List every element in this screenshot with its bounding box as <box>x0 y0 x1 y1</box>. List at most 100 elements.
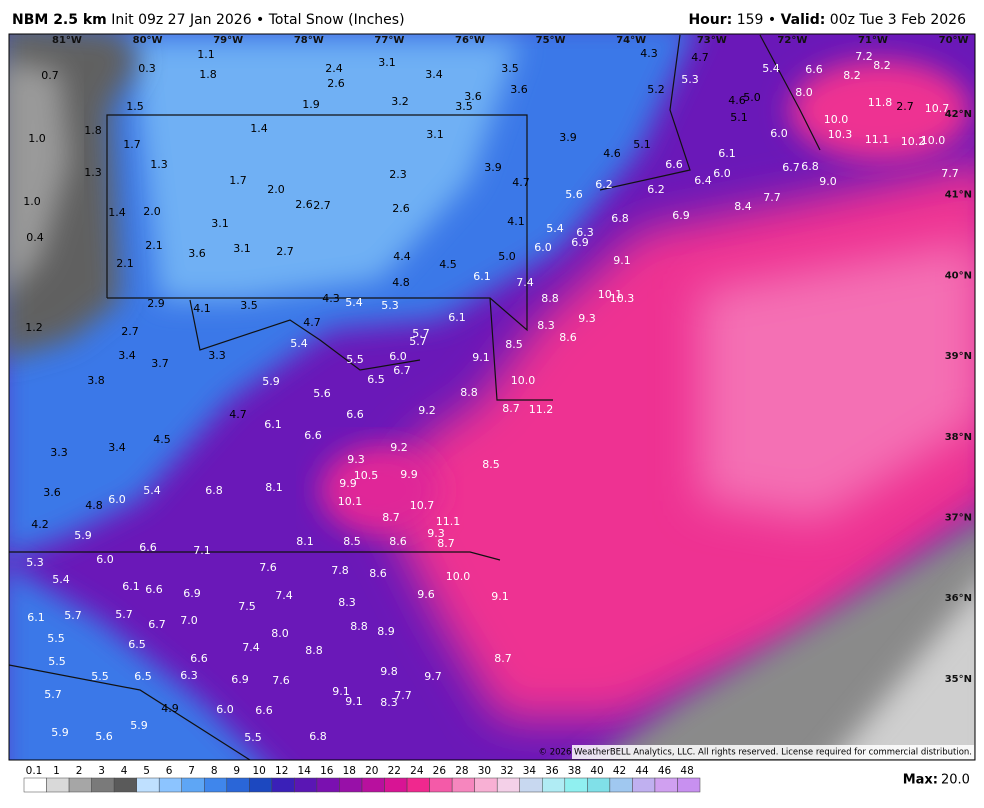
snow-label: 8.5 <box>482 458 500 471</box>
colorbar-swatch <box>542 777 566 793</box>
latitude-label: 39°N <box>945 351 972 362</box>
snow-label: 1.1 <box>197 48 215 61</box>
snow-label: 9.9 <box>339 477 357 490</box>
hour-label: Hour: <box>688 12 733 28</box>
snow-label: 6.9 <box>571 236 589 249</box>
colorbar-swatch <box>609 777 633 793</box>
colorbar-label: 38 <box>568 765 581 777</box>
snow-label: 9.8 <box>380 665 398 678</box>
snow-label: 10.0 <box>824 113 849 126</box>
snow-label: 8.0 <box>795 86 813 99</box>
snow-label: 8.7 <box>382 511 400 524</box>
colorbar-label: 28 <box>455 765 468 777</box>
longitude-label: 70°W <box>939 35 969 46</box>
snow-label: 10.0 <box>446 570 471 583</box>
snow-label: 1.8 <box>199 68 217 81</box>
snow-label: 4.5 <box>439 258 457 271</box>
snow-label: 3.4 <box>108 441 126 454</box>
snow-label: 5.5 <box>346 353 364 366</box>
snow-label: 6.6 <box>139 541 157 554</box>
snow-label: 6.6 <box>665 158 683 171</box>
description: Init 09z 27 Jan 2026 • Total Snow (Inche… <box>111 12 405 28</box>
colorbar-label: 0.1 <box>26 765 43 777</box>
snow-label: 3.2 <box>391 95 409 108</box>
snow-label: 3.9 <box>559 131 577 144</box>
colorbar-swatch <box>249 777 273 793</box>
colorbar-swatch <box>294 777 318 793</box>
snow-label: 2.7 <box>896 100 914 113</box>
snow-label: 4.4 <box>393 250 411 263</box>
snow-label: 3.6 <box>464 90 482 103</box>
snow-label: 4.7 <box>512 176 530 189</box>
snow-label: 7.2 <box>855 50 873 63</box>
valid-label: Valid: <box>780 12 826 28</box>
snow-label: 6.8 <box>205 484 223 497</box>
colorbar-swatch <box>204 777 228 793</box>
snow-label: 6.5 <box>367 373 385 386</box>
snow-label: 5.4 <box>143 484 161 497</box>
snow-label: 1.0 <box>28 132 46 145</box>
latitude-label: 41°N <box>945 190 972 201</box>
colorbar-label: 40 <box>590 765 603 777</box>
snow-label: 6.9 <box>183 587 201 600</box>
snow-label: 2.3 <box>389 168 407 181</box>
snow-label: 6.6 <box>255 704 273 717</box>
snow-label: 3.1 <box>233 242 251 255</box>
longitude-label: 73°W <box>697 35 727 46</box>
snow-label: 5.6 <box>313 387 331 400</box>
snow-label: 9.2 <box>418 404 436 417</box>
colorbar-swatch <box>587 777 611 793</box>
snow-label: 5.9 <box>130 719 148 732</box>
snow-label: 3.3 <box>50 446 68 459</box>
snow-label: 1.7 <box>123 138 141 151</box>
snow-label: 8.9 <box>377 625 395 638</box>
snow-label: 5.7 <box>64 609 82 622</box>
snow-label: 2.6 <box>327 77 345 90</box>
snow-label: 5.7 <box>409 335 427 348</box>
snow-label: 3.4 <box>425 68 443 81</box>
snow-label: 6.0 <box>389 350 407 363</box>
snow-label: 6.5 <box>128 638 146 651</box>
snow-label: 7.1 <box>193 544 211 557</box>
snow-label: 6.0 <box>713 167 731 180</box>
hour: 159 • <box>736 12 777 28</box>
snow-label: 5.5 <box>48 655 66 668</box>
snow-label: 3.6 <box>43 486 61 499</box>
snow-label: 6.9 <box>231 673 249 686</box>
snow-label: 9.1 <box>345 695 363 708</box>
snow-label: 8.2 <box>843 69 861 82</box>
colorbar-swatch <box>158 777 182 793</box>
snow-label: 6.0 <box>534 241 552 254</box>
snow-label: 4.6 <box>603 147 621 160</box>
snow-label: 6.1 <box>122 580 140 593</box>
snow-label: 5.6 <box>95 730 113 743</box>
latitude-label: 42°N <box>945 109 972 120</box>
colorbar-swatch <box>519 777 543 793</box>
snow-label: 2.0 <box>143 205 161 218</box>
snow-label: 7.6 <box>259 561 277 574</box>
colorbar-label: 30 <box>478 765 491 777</box>
snow-label: 8.8 <box>350 620 368 633</box>
snow-label: 5.3 <box>26 556 44 569</box>
colorbar-swatch <box>384 777 408 793</box>
snow-label: 6.7 <box>782 161 800 174</box>
colorbar-label: 4 <box>121 765 128 777</box>
snow-label: 10.7 <box>410 499 435 512</box>
snow-label: 2.6 <box>295 198 313 211</box>
snow-label: 5.3 <box>381 299 399 312</box>
colorbar-label: 12 <box>275 765 288 777</box>
snow-label: 6.0 <box>216 703 234 716</box>
snow-label: 5.1 <box>730 111 748 124</box>
snow-label: 10.7 <box>925 102 950 115</box>
snow-label: 9.1 <box>332 685 350 698</box>
snow-label: 6.6 <box>190 652 208 665</box>
snow-label: 5.5 <box>47 632 65 645</box>
colorbar-label: 26 <box>433 765 447 777</box>
snow-label: 3.6 <box>510 83 528 96</box>
snow-label: 1.4 <box>250 122 268 135</box>
snow-label: 8.5 <box>343 535 361 548</box>
snow-label: 2.4 <box>325 62 343 75</box>
longitude-label: 72°W <box>777 35 807 46</box>
